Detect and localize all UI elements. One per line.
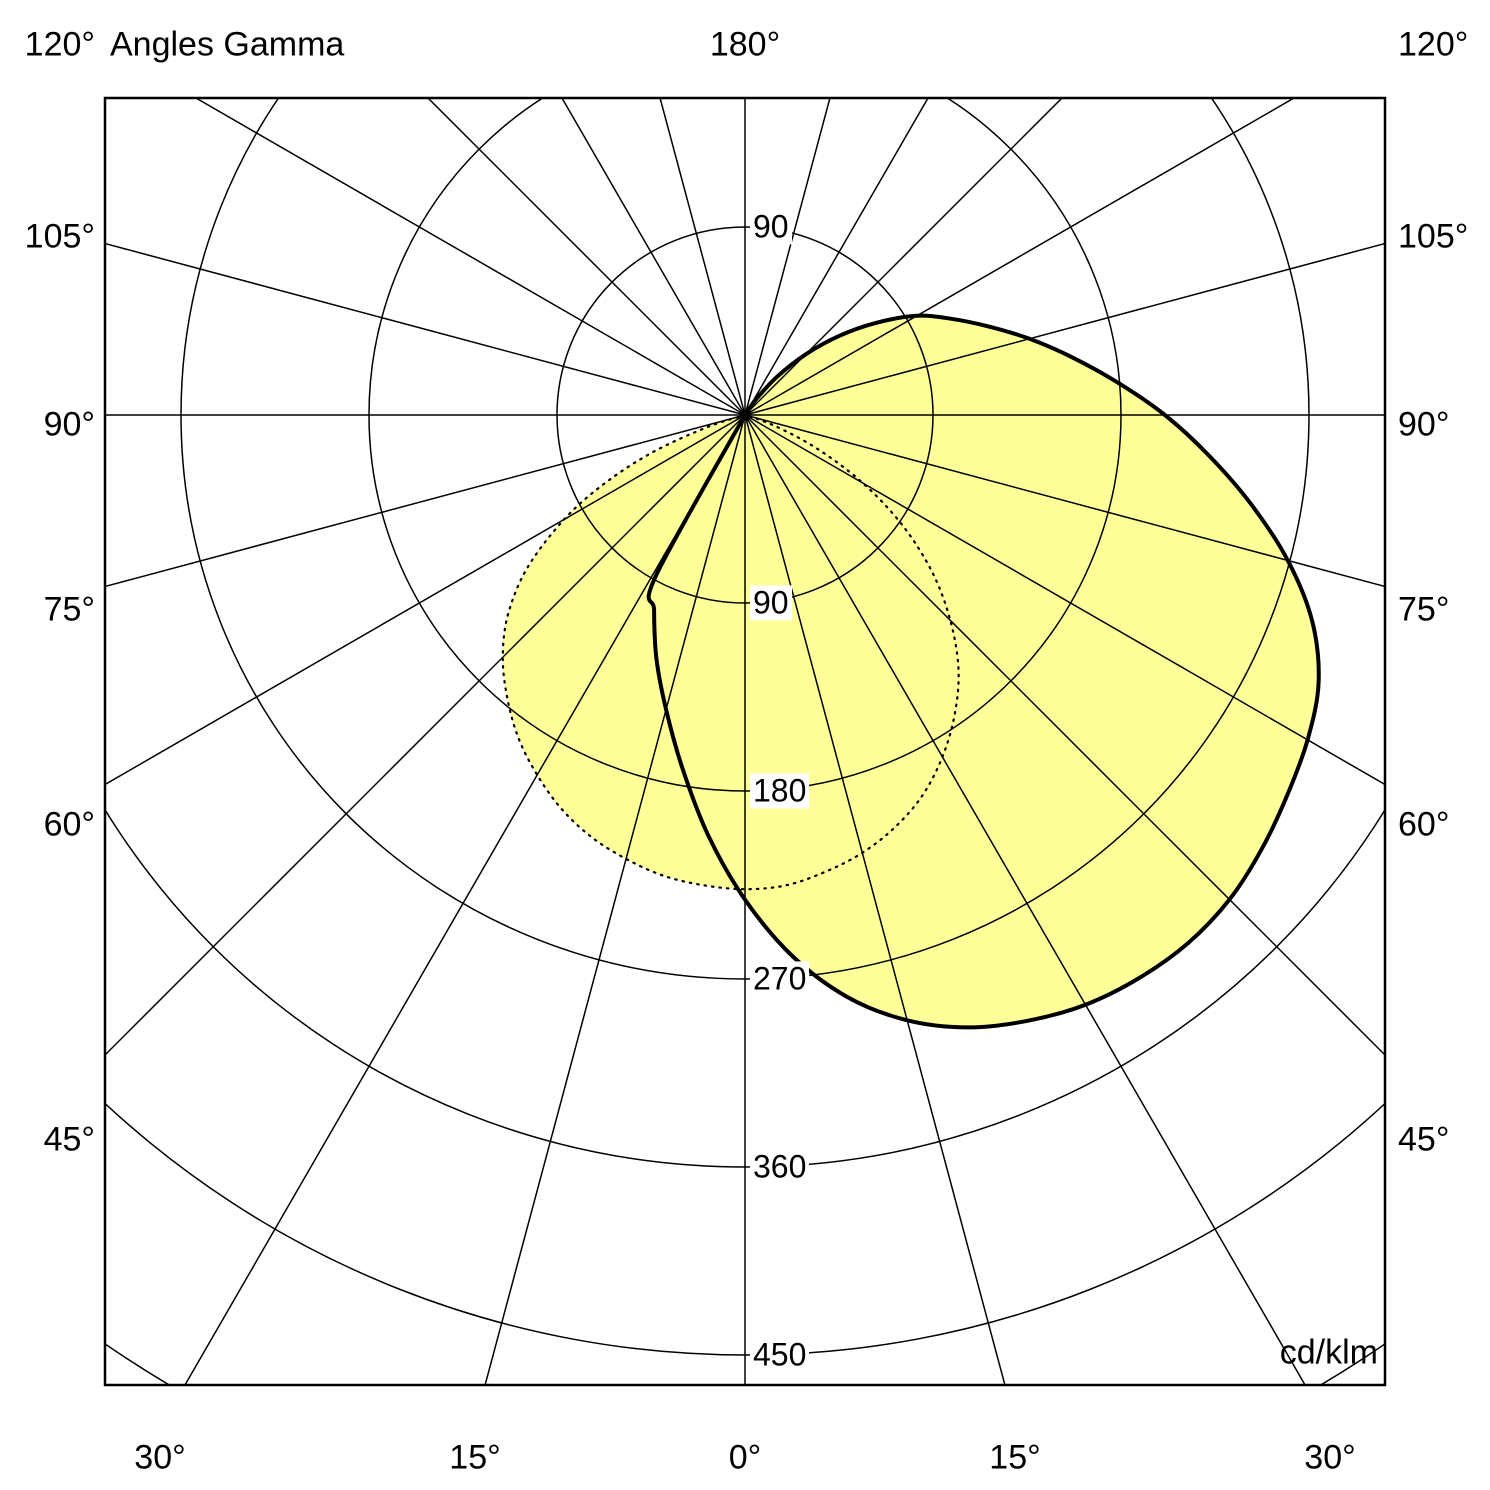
gamma-label-bottom: 15° <box>449 1438 501 1477</box>
gamma-label-right: 45° <box>1398 1120 1450 1159</box>
chart-title: Angles Gamma <box>110 25 345 64</box>
ring-value-label: 180 <box>750 773 810 809</box>
gamma-label-left: 105° <box>24 217 95 256</box>
gamma-ray <box>426 98 746 416</box>
gamma-ray <box>744 414 1385 588</box>
solid-curve <box>646 313 1321 1030</box>
ring-value-label: 270 <box>750 961 810 997</box>
gamma-ray <box>744 98 929 416</box>
gamma-ray <box>744 98 1296 416</box>
gamma-ray <box>105 414 746 1057</box>
ring-value-label: 90 <box>750 209 792 245</box>
gamma-label-bottom: 15° <box>989 1438 1041 1477</box>
gamma-label-left: 90° <box>43 405 95 444</box>
ring-value-label: 90 <box>750 585 792 621</box>
gamma-ray <box>744 98 831 416</box>
ring-value-label: 360 <box>750 1149 810 1185</box>
gamma-label-bottom: 0° <box>728 1438 762 1477</box>
gamma-label-left: 75° <box>43 590 95 629</box>
gamma-label-left: 45° <box>43 1120 95 1159</box>
gamma-label-left: 60° <box>43 805 95 844</box>
gamma-ray <box>184 414 746 1385</box>
gamma-ray <box>744 414 1385 1057</box>
dotted-curve-fill <box>502 415 959 890</box>
gamma-ray <box>659 98 746 416</box>
plot-frame <box>103 96 1387 1387</box>
gamma-label-right: 105° <box>1398 217 1469 256</box>
unit-label: cd/klm <box>1279 1333 1378 1372</box>
gamma-ray <box>744 242 1385 416</box>
gamma-ray <box>744 414 1006 1385</box>
gamma-label-right: 75° <box>1398 590 1450 629</box>
gamma-ray <box>744 414 1306 1385</box>
gamma-label-left: 120° <box>24 25 95 64</box>
gamma-label-right: 120° <box>1398 25 1469 64</box>
gamma-label-right: 90° <box>1398 405 1450 444</box>
gamma-label-bottom: 30° <box>134 1438 186 1477</box>
gamma-ray <box>194 98 746 416</box>
gamma-ray <box>105 242 746 416</box>
gamma-ray <box>561 98 746 416</box>
gamma-ray <box>484 414 746 1385</box>
gamma-label-right: 60° <box>1398 805 1450 844</box>
gamma-ray <box>744 98 1064 416</box>
gamma-label-bottom: 30° <box>1304 1438 1356 1477</box>
gamma-label-top: 180° <box>709 25 781 64</box>
gamma-ray <box>744 414 1385 786</box>
gamma-ray <box>105 414 746 588</box>
ring-value-label: 450 <box>750 1337 810 1373</box>
gamma-ray <box>105 414 746 786</box>
